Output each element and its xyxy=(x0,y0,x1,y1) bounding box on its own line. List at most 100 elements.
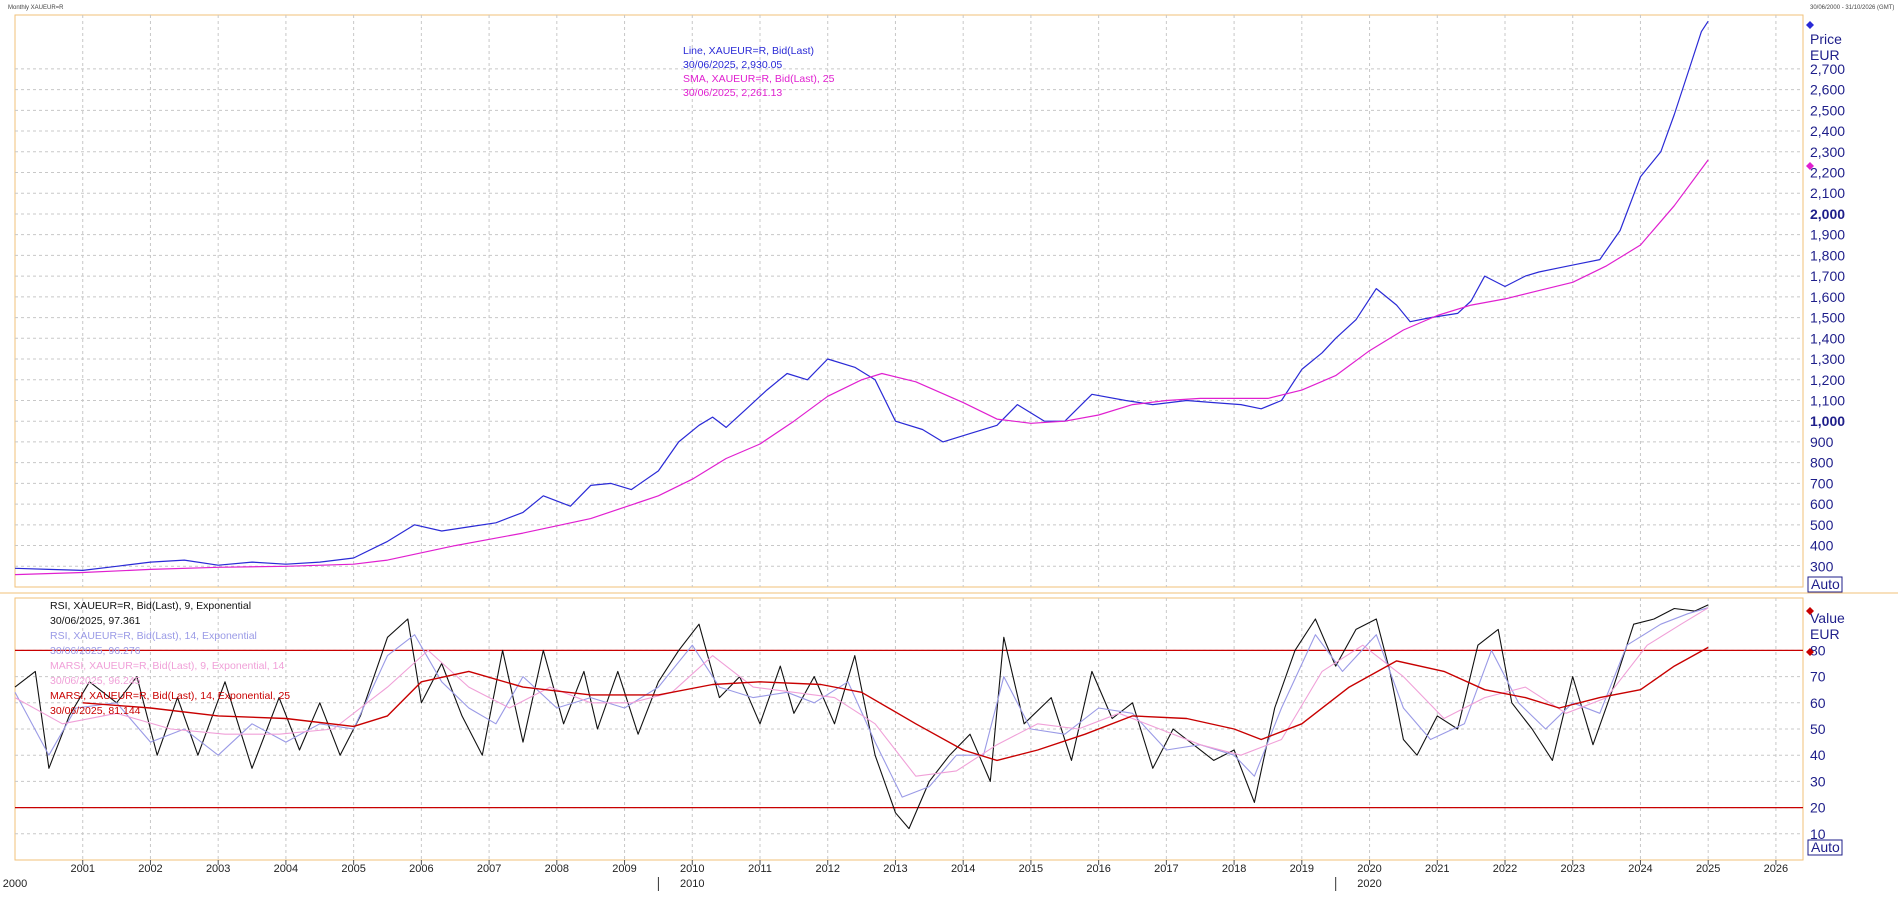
price-axis-title: Price xyxy=(1810,31,1842,47)
price-y-tick-label: 1,500 xyxy=(1810,310,1845,326)
price-last-marker xyxy=(1806,21,1814,29)
osc-legend-text: MARSI, XAUEUR=R, Bid(Last), 9, Exponenti… xyxy=(50,660,284,672)
price-y-tick-label: 2,200 xyxy=(1810,165,1845,181)
osc-y-tick-label: 30 xyxy=(1810,773,1826,789)
price-y-tick-label: 1,400 xyxy=(1810,330,1845,346)
price-auto-button[interactable] xyxy=(1807,576,1843,593)
x-tick-label: 2011 xyxy=(748,863,772,875)
series-line-1 xyxy=(14,159,1709,576)
series-line-1 xyxy=(14,607,1709,798)
x-tick-label: 2004 xyxy=(274,863,298,875)
chart-header-left: Monthly XAUEUR=R xyxy=(8,5,64,11)
x-tick-label: 2021 xyxy=(1425,863,1449,875)
price-y-tick-label: 600 xyxy=(1810,496,1834,512)
osc-legend-text: 30/06/2025, 81.144 xyxy=(50,705,141,717)
price-y-tick-label: 1,200 xyxy=(1810,372,1845,388)
series-line-3 xyxy=(82,646,1709,762)
x-tick-label: 2007 xyxy=(477,863,501,875)
osc-y-tick-label: 20 xyxy=(1810,800,1826,816)
osc-legend-text: 30/06/2025, 96.245 xyxy=(50,675,141,687)
x-decade-label: 2010 xyxy=(680,878,704,890)
x-tick-label: 2013 xyxy=(883,863,907,875)
series-line-2 xyxy=(14,607,1709,777)
x-tick-label: 2015 xyxy=(1019,863,1043,875)
price-y-tick-label: 1,700 xyxy=(1810,268,1845,284)
osc-legend-text: RSI, XAUEUR=R, Bid(Last), 14, Exponentia… xyxy=(50,630,257,642)
rsi-last-marker xyxy=(1806,607,1814,615)
x-tick-label: 2017 xyxy=(1154,863,1178,875)
osc-auto-button[interactable] xyxy=(1807,839,1843,856)
legends: Line, XAUEUR=R, Bid(Last) 30/06/2025, 2,9… xyxy=(50,45,835,717)
osc-y-tick-label: 80 xyxy=(1810,642,1826,658)
osc-legend-text: 30/06/2025, 96.276 xyxy=(50,645,141,657)
x-tick-label: 2018 xyxy=(1222,863,1246,875)
x-tick-label: 2006 xyxy=(409,863,433,875)
x-tick-label: 2023 xyxy=(1560,863,1584,875)
price-y-tick-label: 300 xyxy=(1810,558,1834,574)
price-panel-frame xyxy=(14,14,1804,588)
x-tick-label: 2026 xyxy=(1764,863,1788,875)
osc-legend-text: 30/06/2025, 97.361 xyxy=(50,615,141,627)
price-y-tick-label: 2,300 xyxy=(1810,144,1845,160)
oscillator-plot xyxy=(14,604,1709,830)
osc-auto-label: Auto xyxy=(1811,839,1840,855)
price-y-tick-label: 2,000 xyxy=(1810,206,1845,222)
price-y-tick-label: 2,400 xyxy=(1810,123,1845,139)
x-decade-label: 2000 xyxy=(3,878,27,890)
price-y-tick-label: 1,800 xyxy=(1810,247,1845,263)
marsi-last-marker xyxy=(1806,648,1814,656)
osc-axis-title: Value xyxy=(1810,610,1845,626)
price-y-tick-label: 1,600 xyxy=(1810,289,1845,305)
osc-legend-text: MARSI, XAUEUR=R, Bid(Last), 14, Exponent… xyxy=(50,690,290,702)
series-line-0 xyxy=(14,20,1709,571)
price-y-tick-label: 2,600 xyxy=(1810,82,1845,98)
price-axis-title: EUR xyxy=(1810,47,1840,63)
x-tick-label: 2020 xyxy=(1357,863,1381,875)
osc-y-tick-label: 60 xyxy=(1810,695,1826,711)
price-y-tick-label: 1,300 xyxy=(1810,351,1845,367)
series-line-0 xyxy=(14,604,1709,830)
grid xyxy=(15,15,1803,860)
osc-legend-text: RSI, XAUEUR=R, Bid(Last), 9, Exponential xyxy=(50,600,251,612)
x-tick-label: 2022 xyxy=(1493,863,1517,875)
osc-y-tick-label: 50 xyxy=(1810,721,1826,737)
price-legend-text: 30/06/2025, 2,930.05 xyxy=(683,59,782,71)
x-tick-label: 2009 xyxy=(612,863,636,875)
price-y-tick-label: 2,500 xyxy=(1810,102,1845,118)
x-tick-label: 2019 xyxy=(1290,863,1314,875)
sma-last-marker xyxy=(1806,162,1814,170)
price-y-tick-label: 2,700 xyxy=(1810,61,1845,77)
price-y-tick-label: 2,100 xyxy=(1810,185,1845,201)
x-tick-label: 2002 xyxy=(138,863,162,875)
price-legend-text: 30/06/2025, 2,261.13 xyxy=(683,87,782,99)
price-y-tick-label: 400 xyxy=(1810,538,1834,554)
x-tick-label: 2005 xyxy=(341,863,365,875)
price-y-tick-label: 900 xyxy=(1810,434,1834,450)
price-y-tick-label: 700 xyxy=(1810,475,1834,491)
x-tick-label: 2003 xyxy=(206,863,230,875)
price-y-tick-label: 1,900 xyxy=(1810,227,1845,243)
axes: 2001 2002 2003 2004 2005 2006 2007 2008 2009 2010… xyxy=(3,21,1845,891)
price-y-tick-label: 1,100 xyxy=(1810,392,1845,408)
price-auto-label: Auto xyxy=(1811,576,1840,592)
x-tick-label: 2016 xyxy=(1086,863,1110,875)
price-legend-text: Line, XAUEUR=R, Bid(Last) xyxy=(683,45,814,57)
osc-y-tick-label: 70 xyxy=(1810,669,1826,685)
x-decade-label: 2020 xyxy=(1357,878,1381,890)
x-tick-label: 2010 xyxy=(680,863,704,875)
osc-axis-title: EUR xyxy=(1810,626,1840,642)
price-plot xyxy=(14,20,1709,576)
x-tick-label: 2001 xyxy=(70,863,94,875)
price-y-tick-label: 1,000 xyxy=(1810,413,1845,429)
x-tick-label: 2008 xyxy=(545,863,569,875)
price-y-tick-label: 500 xyxy=(1810,517,1834,533)
osc-y-tick-label: 40 xyxy=(1810,747,1826,763)
x-tick-label: 2024 xyxy=(1628,863,1652,875)
price-legend-text: SMA, XAUEUR=R, Bid(Last), 25 xyxy=(683,73,835,85)
x-tick-label: 2012 xyxy=(815,863,839,875)
osc-y-tick-label: 10 xyxy=(1810,826,1826,842)
price-y-tick-label: 800 xyxy=(1810,455,1834,471)
x-tick-label: 2025 xyxy=(1696,863,1720,875)
chart-header-right: 30/06/2000 - 31/10/2026 (GMT) xyxy=(1810,5,1894,11)
